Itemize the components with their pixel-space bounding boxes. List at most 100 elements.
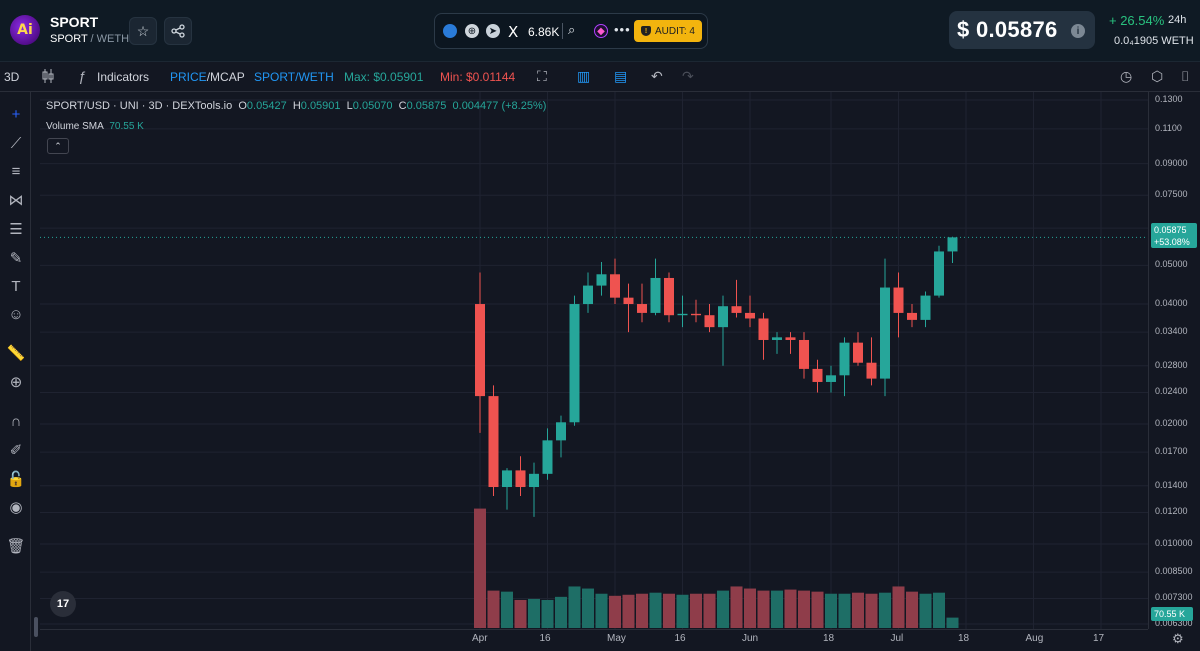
redo-icon[interactable]: ↷ bbox=[682, 68, 694, 84]
bar-chart-icon[interactable]: ▥ bbox=[577, 68, 591, 84]
website-globe-icon[interactable]: ⊕ bbox=[465, 24, 479, 38]
candle-body bbox=[799, 339, 809, 369]
pair-toggle[interactable]: SPORT/WETH bbox=[254, 70, 334, 84]
emoji-icon[interactable]: ☺ bbox=[8, 305, 24, 323]
favorite-star-icon[interactable]: ☆ bbox=[129, 17, 157, 45]
price-tick-label: 0.006300 bbox=[1155, 618, 1193, 628]
volume-chart-icon[interactable]: ▤ bbox=[614, 68, 628, 84]
volume-bar bbox=[919, 593, 932, 628]
price-tick-label: 0.1300 bbox=[1155, 94, 1183, 104]
scroll-indicator[interactable] bbox=[34, 617, 38, 637]
candle-body bbox=[839, 342, 850, 376]
eye-icon[interactable]: ◉ bbox=[9, 499, 23, 516]
time-tick-label: Aug bbox=[1025, 633, 1044, 644]
volume-bar bbox=[852, 592, 864, 628]
legend-change: 0.004477 (+8.25%) bbox=[452, 100, 547, 112]
replay-icon[interactable]: ◷ bbox=[1120, 68, 1133, 84]
more-options-icon[interactable]: ••• bbox=[614, 22, 631, 37]
volume-bar bbox=[676, 594, 689, 628]
candle-body bbox=[542, 440, 553, 474]
info-icon[interactable]: i bbox=[1071, 24, 1085, 38]
unlock-icon[interactable]: 🔓 bbox=[6, 471, 26, 488]
volume-bar bbox=[474, 508, 486, 628]
candle-body bbox=[515, 470, 526, 488]
price-tick-label: 0.07500 bbox=[1155, 189, 1188, 200]
volume-bar bbox=[771, 590, 783, 628]
candle-body bbox=[947, 237, 958, 252]
settings-hex-icon[interactable]: ⬡ bbox=[1151, 68, 1164, 84]
text-icon[interactable]: T bbox=[11, 277, 21, 295]
indicators-icon[interactable]: ƒ bbox=[78, 68, 86, 84]
collapse-legend-button[interactable]: ⌃ bbox=[47, 138, 69, 154]
max-price-label: Max: $0.05901 bbox=[344, 70, 424, 84]
toggle-separator: / bbox=[206, 70, 211, 84]
time-tick-label: 18 bbox=[823, 633, 835, 644]
candle-body bbox=[623, 297, 634, 305]
telegram-icon[interactable]: ➤ bbox=[486, 24, 500, 38]
candle-body bbox=[718, 306, 728, 328]
price-axis[interactable]: 0.13000.11000.090000.075000.062000.05000… bbox=[1148, 92, 1200, 629]
volume-value: 70.55 K bbox=[109, 121, 144, 132]
pair-base: SPORT bbox=[50, 33, 88, 45]
price-mcap-toggle[interactable]: PRICE/MCAP bbox=[170, 70, 245, 84]
legend-h-label: H bbox=[292, 100, 301, 112]
candle-type-icon[interactable] bbox=[42, 68, 54, 87]
volume-legend: Volume SMA 70.55 K bbox=[46, 121, 144, 132]
fullscreen-icon[interactable]: ⛶ bbox=[537, 68, 547, 84]
legend-high: 0.05901 bbox=[300, 100, 341, 112]
ruler-icon[interactable]: 📏 bbox=[6, 345, 26, 362]
undo-icon[interactable]: ↶ bbox=[651, 68, 663, 84]
candle-body bbox=[583, 285, 593, 305]
mcap-option[interactable]: MCAP bbox=[210, 70, 245, 84]
search-icon[interactable]: ⌕ bbox=[568, 22, 576, 37]
camera-icon[interactable]: ⌷ bbox=[1181, 68, 1190, 84]
horizontal-lines-icon[interactable]: ≡ bbox=[11, 162, 21, 180]
social-count: 6.86K bbox=[528, 25, 560, 39]
tradingview-logo[interactable]: 17 bbox=[50, 591, 76, 617]
volume-bar bbox=[555, 596, 567, 628]
time-tick-label: Apr bbox=[472, 633, 488, 644]
time-tick-label: Jun bbox=[742, 633, 759, 644]
indicators-button[interactable]: Indicators bbox=[97, 70, 150, 84]
volume-bar bbox=[879, 592, 891, 628]
trend-line-icon[interactable]: ⟋ bbox=[10, 134, 22, 152]
volume-bar bbox=[933, 592, 945, 628]
top-bar: Ai SPORT SPORT / WETH ☆ ⊕ ➤ X 6.86K ⌕ ◆ … bbox=[0, 0, 1200, 62]
candle-body bbox=[826, 375, 836, 382]
candle-body bbox=[934, 251, 944, 296]
timeframe-selector[interactable]: 3D bbox=[4, 70, 20, 84]
legend-symbol: SPORT/USD · UNI · 3D · DEXTools.io bbox=[46, 100, 233, 112]
candle-body bbox=[664, 277, 674, 316]
fib-icon[interactable]: ☰ bbox=[9, 221, 23, 238]
pattern-icon[interactable]: ⋈ bbox=[8, 192, 24, 209]
volume-bar bbox=[784, 589, 797, 628]
volume-bar bbox=[690, 593, 702, 628]
candle-body bbox=[866, 362, 877, 379]
volume-bar bbox=[892, 586, 905, 628]
magnet-icon[interactable]: ∩ bbox=[10, 412, 22, 430]
lock-draw-icon[interactable]: ✐ bbox=[9, 442, 23, 459]
brush-icon[interactable]: ✎ bbox=[9, 250, 23, 267]
volume-bar bbox=[865, 593, 878, 628]
candle-body bbox=[704, 315, 715, 328]
candlestick-chart[interactable] bbox=[40, 92, 1148, 629]
axis-settings-icon[interactable]: ⚙ bbox=[1172, 631, 1184, 646]
chain-icon[interactable] bbox=[443, 24, 457, 38]
candle-body bbox=[569, 304, 580, 423]
zoom-in-icon[interactable]: ⊕ bbox=[9, 374, 23, 391]
price-tick-label: 0.03400 bbox=[1155, 326, 1188, 337]
trash-icon[interactable]: 🗑 bbox=[6, 538, 26, 555]
dextools-icon[interactable]: ◆ bbox=[594, 24, 608, 38]
price-tick-label: 0.008500 bbox=[1155, 566, 1193, 577]
volume-bar bbox=[906, 591, 918, 628]
price-tick-label: 0.01200 bbox=[1155, 506, 1188, 517]
candle-body bbox=[731, 306, 742, 313]
x-twitter-icon[interactable]: X bbox=[508, 23, 519, 41]
candle-body bbox=[812, 368, 823, 382]
volume-bar bbox=[744, 588, 756, 628]
share-icon[interactable] bbox=[164, 17, 192, 45]
crosshair-icon[interactable]: + bbox=[11, 105, 21, 123]
audit-badge[interactable]: ! AUDIT: 4 bbox=[634, 20, 702, 42]
time-axis[interactable]: Apr 16 May 16 Jun 18 Jul 18 Aug 17 bbox=[40, 629, 1148, 651]
price-option[interactable]: PRICE bbox=[170, 70, 207, 84]
